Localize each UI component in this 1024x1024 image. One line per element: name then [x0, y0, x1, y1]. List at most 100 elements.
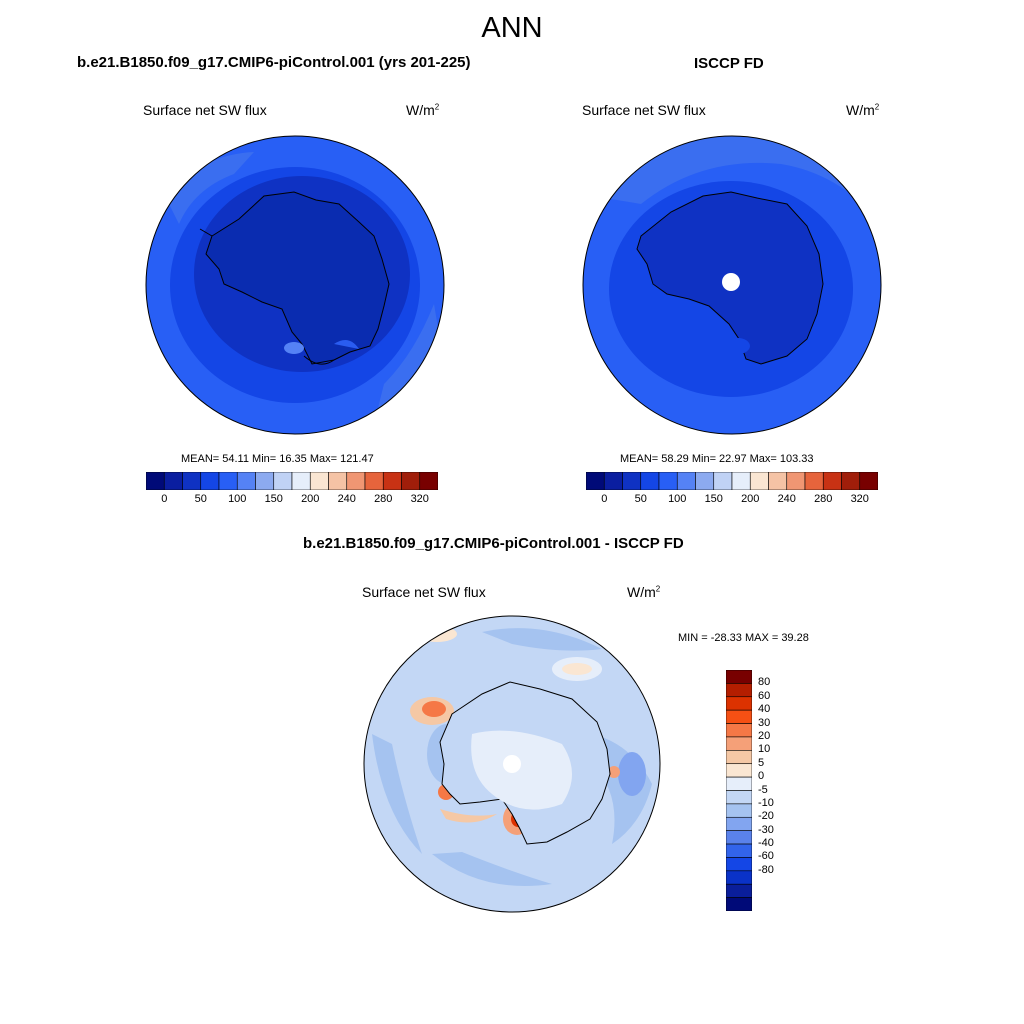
model-colorbar-swatch [328, 472, 348, 490]
diff-colorbar-tick-label: -20 [758, 810, 774, 823]
obs-polar-map [582, 135, 882, 435]
diff-colorbar [726, 670, 752, 911]
model-colorbar-swatch [273, 472, 293, 490]
obs-units-label: W/m2 [846, 102, 880, 118]
obs-colorbar-tick-label: 150 [704, 493, 723, 505]
model-colorbar-swatch [346, 472, 366, 490]
diff-colorbar-swatch [726, 843, 752, 858]
diff-colorbar-tick-label: 60 [758, 689, 771, 702]
obs-colorbar-tick-label: 0 [601, 493, 608, 505]
diff-colorbar-tick-label: -60 [758, 850, 774, 863]
main-title: ANN [481, 12, 543, 44]
obs-colorbar-swatch [676, 472, 696, 490]
obs-colorbar-swatch [713, 472, 733, 490]
obs-colorbar-swatch [841, 472, 861, 490]
diff-colorbar-swatch [726, 750, 752, 765]
model-colorbar-swatch [255, 472, 275, 490]
diff-colorbar-tick-label: -30 [758, 823, 774, 836]
obs-colorbar-swatch [768, 472, 788, 490]
model-colorbar-tick-label: 320 [410, 493, 429, 505]
obs-colorbar-ticks: 0 50 100 150 200 240 280 320 [586, 493, 878, 507]
diff-colorbar-swatch [726, 696, 752, 711]
diff-colorbar-swatch [726, 816, 752, 831]
diff-colorbar-tick-label: -40 [758, 837, 774, 850]
diff-colorbar-tick-label: 10 [758, 743, 771, 756]
obs-colorbar-swatch [695, 472, 715, 490]
obs-colorbar-swatch [603, 472, 623, 490]
diff-colorbar-tick-label: 40 [758, 703, 771, 716]
diff-colorbar-tick-label: 80 [758, 676, 771, 689]
diff-colorbar-swatch [726, 670, 752, 684]
model-colorbar-swatch [146, 472, 165, 490]
model-stats: MEAN= 54.11 Min= 16.35 Max= 121.47 [181, 453, 374, 465]
model-colorbar-tick-label: 150 [264, 493, 283, 505]
diff-colorbar-swatch [726, 683, 752, 698]
model-colorbar-swatch [291, 472, 311, 490]
diff-polar-map [363, 615, 661, 913]
model-colorbar-swatch [419, 472, 438, 490]
model-polar-map [145, 135, 445, 435]
obs-colorbar-tick-label: 240 [777, 493, 796, 505]
obs-colorbar-swatch [859, 472, 878, 490]
obs-colorbar-swatch [586, 472, 605, 490]
obs-colorbar-tick-label: 200 [741, 493, 760, 505]
model-colorbar-swatch [382, 472, 402, 490]
obs-colorbar-tick-label: 100 [668, 493, 687, 505]
model-colorbar-tick-label: 240 [337, 493, 356, 505]
model-colorbar-swatch [236, 472, 256, 490]
model-case-title: b.e21.B1850.f09_g17.CMIP6-piControl.001 … [77, 54, 471, 71]
obs-case-title: ISCCP FD [694, 55, 764, 72]
diff-units-label: W/m2 [627, 584, 661, 600]
model-colorbar [146, 472, 438, 490]
obs-variable-label: Surface net SW flux [582, 102, 706, 118]
diff-colorbar-tick-label: -10 [758, 796, 774, 809]
diff-colorbar-swatch [726, 709, 752, 724]
diff-colorbar-ticks: 80 60 40 30 20 10 5 0 -5 -10 -20 -30 -40 -60 -80 [758, 670, 798, 911]
obs-colorbar-tick-label: 320 [850, 493, 869, 505]
diff-colorbar-swatch [726, 870, 752, 885]
diff-colorbar-swatch [726, 883, 752, 898]
model-colorbar-swatch [163, 472, 183, 490]
diff-colorbar-tick-label: 0 [758, 770, 765, 783]
model-colorbar-swatch [182, 472, 202, 490]
diff-colorbar-swatch [726, 790, 752, 805]
model-colorbar-swatch [401, 472, 421, 490]
diff-colorbar-swatch [726, 723, 752, 738]
diff-variable-label: Surface net SW flux [362, 584, 486, 600]
obs-colorbar [586, 472, 878, 490]
model-colorbar-tick-label: 200 [301, 493, 320, 505]
diff-colorbar-swatch [726, 736, 752, 751]
diff-colorbar-swatch [726, 803, 752, 818]
model-colorbar-tick-label: 0 [161, 493, 168, 505]
obs-colorbar-swatch [822, 472, 842, 490]
obs-colorbar-swatch [640, 472, 660, 490]
diff-stats: MIN = -28.33 MAX = 39.28 [678, 632, 809, 644]
model-colorbar-tick-label: 100 [228, 493, 247, 505]
model-variable-label: Surface net SW flux [143, 102, 267, 118]
obs-colorbar-swatch [731, 472, 751, 490]
diff-colorbar-tick-label: 30 [758, 716, 771, 729]
diff-colorbar-swatch [726, 763, 752, 778]
diff-colorbar-swatch [726, 897, 752, 911]
obs-colorbar-swatch [749, 472, 769, 490]
obs-colorbar-swatch [786, 472, 806, 490]
obs-colorbar-swatch [622, 472, 642, 490]
model-colorbar-swatch [309, 472, 329, 490]
model-colorbar-swatch [364, 472, 384, 490]
obs-colorbar-tick-label: 280 [814, 493, 833, 505]
obs-colorbar-swatch [804, 472, 824, 490]
model-colorbar-swatch [218, 472, 238, 490]
diff-colorbar-tick-label: 5 [758, 756, 765, 769]
obs-colorbar-tick-label: 50 [634, 493, 647, 505]
diff-colorbar-tick-label: -80 [758, 863, 774, 876]
model-colorbar-tick-label: 50 [194, 493, 207, 505]
model-units-label: W/m2 [406, 102, 440, 118]
model-colorbar-tick-label: 280 [374, 493, 393, 505]
diff-colorbar-swatch [726, 830, 752, 845]
model-colorbar-ticks: 0 50 100 150 200 240 280 320 [146, 493, 438, 507]
obs-stats: MEAN= 58.29 Min= 22.97 Max= 103.33 [620, 453, 814, 465]
diff-colorbar-tick-label: 20 [758, 729, 771, 742]
diff-colorbar-tick-label: -5 [758, 783, 768, 796]
obs-colorbar-swatch [658, 472, 678, 490]
diff-case-title: b.e21.B1850.f09_g17.CMIP6-piControl.001 … [303, 535, 684, 552]
